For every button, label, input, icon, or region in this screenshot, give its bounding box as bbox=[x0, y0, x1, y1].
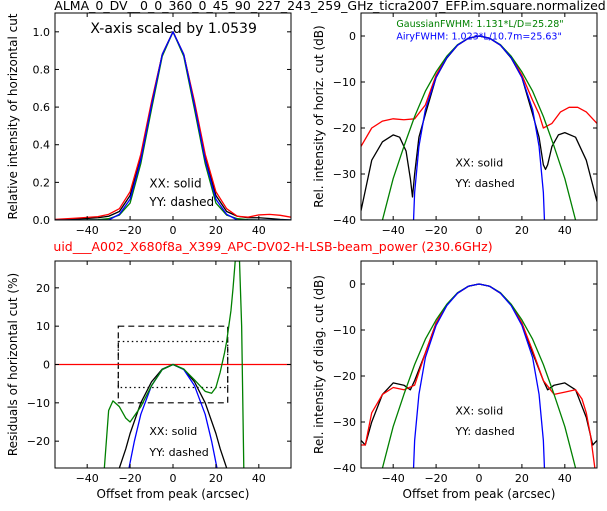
x-tick-label: 40 bbox=[252, 472, 266, 485]
plot-area bbox=[361, 35, 597, 220]
y-tick-label: −20 bbox=[333, 122, 356, 135]
series-line-4 bbox=[412, 283, 546, 468]
x-tick-label: −40 bbox=[382, 224, 405, 237]
y-tick-label: 0.0 bbox=[33, 214, 51, 227]
figure-title: ALMA_0_DV__0_0_360_0_45_90_227_243_259_G… bbox=[54, 0, 605, 13]
y-axis-label: Rel. intensity of diag. cut (dB) bbox=[312, 275, 326, 454]
x-tick-label: −40 bbox=[76, 472, 99, 485]
x-tick-label: −20 bbox=[118, 224, 141, 237]
y-tick-label: 0 bbox=[43, 359, 50, 372]
y-tick-label: −40 bbox=[333, 214, 356, 227]
annotation-text: YY: dashed bbox=[454, 425, 514, 438]
x-tick-label: −20 bbox=[118, 472, 141, 485]
plot-area bbox=[55, 261, 291, 468]
x-tick-label: 20 bbox=[209, 472, 223, 485]
y-tick-label: 0 bbox=[349, 278, 356, 291]
y-tick-label: −40 bbox=[333, 462, 356, 475]
x-tick-label: 0 bbox=[170, 472, 177, 485]
x-tick-label: 20 bbox=[515, 472, 529, 485]
y-tick-label: −10 bbox=[333, 324, 356, 337]
region-box-dotted bbox=[117, 340, 229, 389]
chart-panel-3: −40 −20 0 20 40 −20 −10 0 10 20 Residuals of horiz… bbox=[6, 260, 292, 501]
y-tick-label: −10 bbox=[27, 397, 50, 410]
annotation-text: XX: solid bbox=[455, 404, 503, 417]
y-tick-label: 0.6 bbox=[33, 101, 51, 114]
x-axis-label: Offset from peak (arcsec) bbox=[403, 487, 556, 501]
annotation-text: GaussianFWHM: 1.131*L/D=25.28" bbox=[396, 19, 563, 30]
annotation-text: YY: dashed bbox=[148, 195, 214, 209]
y-tick-label: −20 bbox=[333, 370, 356, 383]
annotation-text: YY: dashed bbox=[454, 177, 514, 190]
y-axis-label: Residuals of horizontal cut (%) bbox=[6, 273, 20, 456]
x-tick-label: 0 bbox=[170, 224, 177, 237]
annotation-text: AiryFWHM: 1.023*L/10.7m=25.63" bbox=[396, 32, 561, 43]
series-line-3 bbox=[55, 31, 291, 220]
plot-area bbox=[55, 31, 291, 220]
x-tick-label: 0 bbox=[476, 472, 483, 485]
x-tick-label: −20 bbox=[424, 472, 447, 485]
chart-panel-2: −40 −20 0 20 40 −40 −30 −20 −10 0 Rel. intensity o… bbox=[312, 12, 598, 237]
y-tick-label: −30 bbox=[333, 168, 356, 181]
x-tick-label: 40 bbox=[558, 224, 572, 237]
annotation-text: XX: solid bbox=[149, 177, 201, 191]
y-tick-label: 10 bbox=[36, 320, 50, 333]
y-tick-label: −20 bbox=[27, 435, 50, 448]
series-line-2 bbox=[55, 31, 291, 220]
x-tick-label: −20 bbox=[424, 224, 447, 237]
series-line-2 bbox=[361, 283, 596, 468]
series-line-4 bbox=[55, 31, 291, 220]
y-tick-label: −30 bbox=[333, 416, 356, 429]
chart-panel-4: −40 −20 0 20 40 −40 −30 −20 −10 0 Rel. intensity o… bbox=[312, 260, 598, 501]
x-tick-label: 40 bbox=[558, 472, 572, 485]
annotation-text: XX: solid bbox=[149, 425, 197, 438]
x-tick-label: 20 bbox=[515, 224, 529, 237]
y-axis-label: Rel. intensity of horiz. cut (dB) bbox=[312, 25, 326, 207]
series-line-2 bbox=[361, 35, 597, 147]
annotation-text: YY: dashed bbox=[148, 446, 208, 459]
y-tick-label: 0.8 bbox=[33, 63, 51, 76]
series-line-3 bbox=[381, 283, 577, 468]
y-tick-label: −10 bbox=[333, 76, 356, 89]
plot-area bbox=[361, 283, 597, 468]
annotation-text: X-axis scaled by 1.0539 bbox=[90, 21, 256, 37]
y-tick-label: 0.4 bbox=[33, 139, 51, 152]
y-tick-label: 0 bbox=[349, 30, 356, 43]
x-tick-label: 40 bbox=[252, 224, 266, 237]
y-tick-label: 1.0 bbox=[33, 26, 51, 39]
figure-subtitle: uid___A002_X680f8a_X399_APC-DV02-H-LSB-b… bbox=[53, 239, 492, 254]
series-line-4 bbox=[412, 35, 546, 220]
x-tick-label: 20 bbox=[209, 224, 223, 237]
x-tick-label: −40 bbox=[382, 472, 405, 485]
series-line-1 bbox=[361, 283, 597, 446]
x-tick-label: 0 bbox=[476, 224, 483, 237]
y-tick-label: 20 bbox=[36, 282, 50, 295]
chart-panel-1: −40 −20 0 20 40 0.0 0.2 0.4 0.6 0.8 1.0 Relative in… bbox=[6, 12, 292, 237]
series-line-1 bbox=[55, 31, 291, 220]
annotation-text: XX: solid bbox=[455, 156, 503, 169]
y-tick-label: 0.2 bbox=[33, 176, 51, 189]
series-line-4 bbox=[103, 261, 245, 468]
x-axis-label: Offset from peak (arcsec) bbox=[97, 487, 250, 501]
x-tick-label: −40 bbox=[76, 224, 99, 237]
y-axis-label: Relative intensity of horizontal cut bbox=[6, 13, 20, 219]
